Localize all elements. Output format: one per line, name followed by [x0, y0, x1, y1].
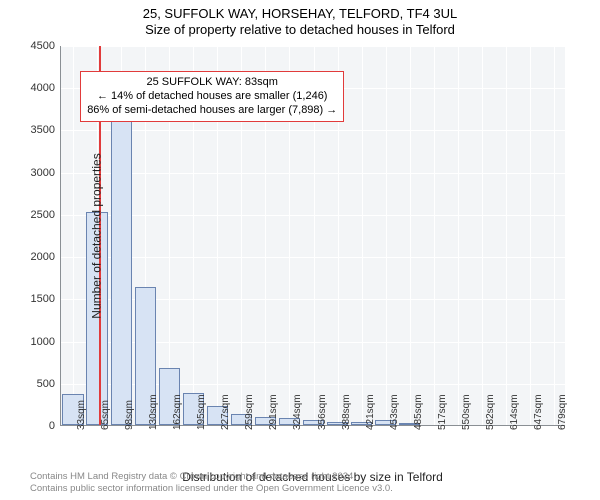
gridline-v [530, 46, 531, 425]
gridline-v [482, 46, 483, 425]
xtick-label: 98sqm [124, 400, 135, 430]
xtick-label: 517sqm [437, 394, 448, 430]
gridline-v [73, 46, 74, 425]
xtick-label: 291sqm [268, 394, 279, 430]
xtick-label: 582sqm [485, 394, 496, 430]
xtick-label: 679sqm [557, 394, 568, 430]
ytick-label: 1000 [15, 336, 55, 348]
ytick-label: 500 [15, 378, 55, 390]
annotation-line: 86% of semi-detached houses are larger (… [87, 103, 337, 117]
xtick-label: 227sqm [220, 394, 231, 430]
footer-line: Contains public sector information licen… [30, 483, 393, 494]
ytick-label: 3500 [15, 124, 55, 136]
gridline-v [506, 46, 507, 425]
xtick-label: 195sqm [196, 394, 207, 430]
ytick-label: 0 [15, 420, 55, 432]
xtick-label: 421sqm [365, 394, 376, 430]
ytick-label: 2500 [15, 209, 55, 221]
xtick-label: 259sqm [244, 394, 255, 430]
ytick-label: 4000 [15, 82, 55, 94]
gridline-v [362, 46, 363, 425]
xtick-label: 324sqm [292, 394, 303, 430]
ytick-label: 2000 [15, 251, 55, 263]
annotation-box: 25 SUFFOLK WAY: 83sqm ← 14% of detached … [80, 71, 344, 122]
bar [111, 102, 132, 425]
ytick-label: 4500 [15, 40, 55, 52]
xtick-label: 388sqm [341, 394, 352, 430]
xtick-label: 130sqm [148, 394, 159, 430]
gridline-v [434, 46, 435, 425]
gridline-v [458, 46, 459, 425]
chart-container: Number of detached properties Distributi… [60, 46, 565, 426]
xtick-label: 550sqm [461, 394, 472, 430]
xtick-label: 356sqm [317, 394, 328, 430]
page-subtitle: Size of property relative to detached ho… [0, 22, 600, 37]
xtick-label: 614sqm [509, 394, 520, 430]
gridline-v [554, 46, 555, 425]
gridline-v [386, 46, 387, 425]
footer-line: Contains HM Land Registry data © Crown c… [30, 471, 393, 482]
ytick-label: 3000 [15, 167, 55, 179]
gridline-v [410, 46, 411, 425]
xtick-label: 65sqm [100, 400, 111, 430]
y-axis-label: Number of detached properties [90, 153, 104, 318]
page-title: 25, SUFFOLK WAY, HORSEHAY, TELFORD, TF4 … [0, 6, 600, 21]
xtick-label: 162sqm [172, 394, 183, 430]
xtick-label: 453sqm [389, 394, 400, 430]
xtick-label: 33sqm [76, 400, 87, 430]
xtick-label: 647sqm [533, 394, 544, 430]
ytick-label: 1500 [15, 293, 55, 305]
annotation-line: 25 SUFFOLK WAY: 83sqm [87, 75, 337, 89]
footer-attribution: Contains HM Land Registry data © Crown c… [30, 471, 393, 494]
xtick-label: 485sqm [413, 394, 424, 430]
annotation-line: ← 14% of detached houses are smaller (1,… [87, 89, 337, 103]
